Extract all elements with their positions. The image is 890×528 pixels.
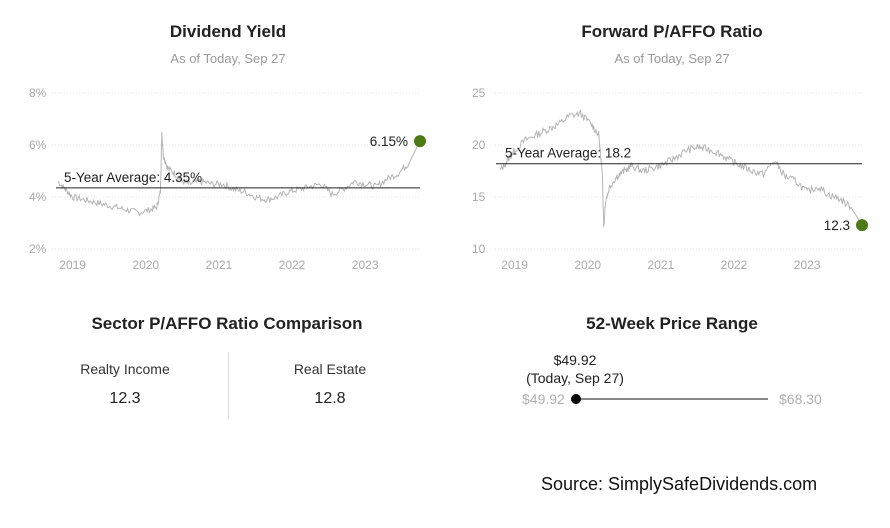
pafo-y-tick-label: 10 — [472, 242, 486, 256]
yield-current-label: 6.15% — [370, 134, 408, 149]
yield-x-tick-label: 2023 — [352, 258, 379, 272]
price-range-current-value: $49.92 — [553, 352, 597, 368]
yield-current-marker — [414, 135, 426, 148]
pafo-average-label: 5-Year Average: 18.2 — [505, 146, 631, 161]
price-range-current-note: (Today, Sep 27) — [526, 370, 624, 386]
comparison-item-value-real-estate: 12.8 — [314, 390, 346, 407]
yield-y-tick-label: 8% — [29, 86, 47, 100]
comparison-title: Sector P/AFFO Ratio Comparison — [91, 314, 363, 333]
comparison-item-value-realty-income: 12.3 — [109, 390, 141, 407]
price-range-low-label: $49.92 — [522, 391, 565, 407]
pafo-x-tick-label: 2021 — [648, 258, 675, 272]
pafo-current-marker — [856, 219, 868, 232]
yield-average-label: 5-Year Average: 4.35% — [64, 170, 202, 185]
pafo-chart-subtitle: As of Today, Sep 27 — [614, 51, 730, 66]
pafo-x-tick-label: 2019 — [501, 258, 528, 272]
price-range-current: $49.92 (Today, Sep 27) — [505, 351, 645, 387]
yield-series-line — [57, 131, 421, 217]
yield-y-tick-label: 4% — [29, 190, 47, 204]
yield-x-tick-label: 2019 — [59, 258, 86, 272]
yield-chart-title: Dividend Yield — [169, 22, 287, 41]
price-range-high-label: $68.30 — [779, 391, 822, 407]
yield-y-tick-label: 6% — [29, 138, 47, 152]
yield-chart-subtitle: As of Today, Sep 27 — [170, 51, 286, 66]
comparison-item-name-real-estate: Real Estate — [293, 361, 367, 377]
price-range-title: 52-Week Price Range — [586, 314, 758, 333]
pafo-series-line — [499, 109, 863, 228]
yield-x-tick-label: 2020 — [132, 258, 159, 272]
pafo-y-tick-label: 20 — [472, 138, 486, 152]
comparison-item-name-realty-income: Realty Income — [80, 361, 170, 377]
pafo-x-tick-label: 2023 — [794, 258, 821, 272]
pafo-y-tick-label: 15 — [472, 190, 486, 204]
yield-x-tick-label: 2022 — [279, 258, 306, 272]
yield-y-tick-label: 2% — [29, 242, 47, 256]
pafo-x-tick-label: 2020 — [574, 258, 601, 272]
source-credit: Source: SimplySafeDividends.com — [541, 474, 818, 494]
pafo-x-tick-label: 2022 — [721, 258, 748, 272]
price-range-current-marker — [571, 394, 581, 404]
pafo-chart-title: Forward P/AFFO Ratio — [581, 22, 763, 41]
yield-x-tick-label: 2021 — [206, 258, 233, 272]
pafo-y-tick-label: 25 — [472, 86, 486, 100]
comparison-divider — [228, 352, 229, 419]
pafo-current-label: 12.3 — [824, 218, 850, 233]
